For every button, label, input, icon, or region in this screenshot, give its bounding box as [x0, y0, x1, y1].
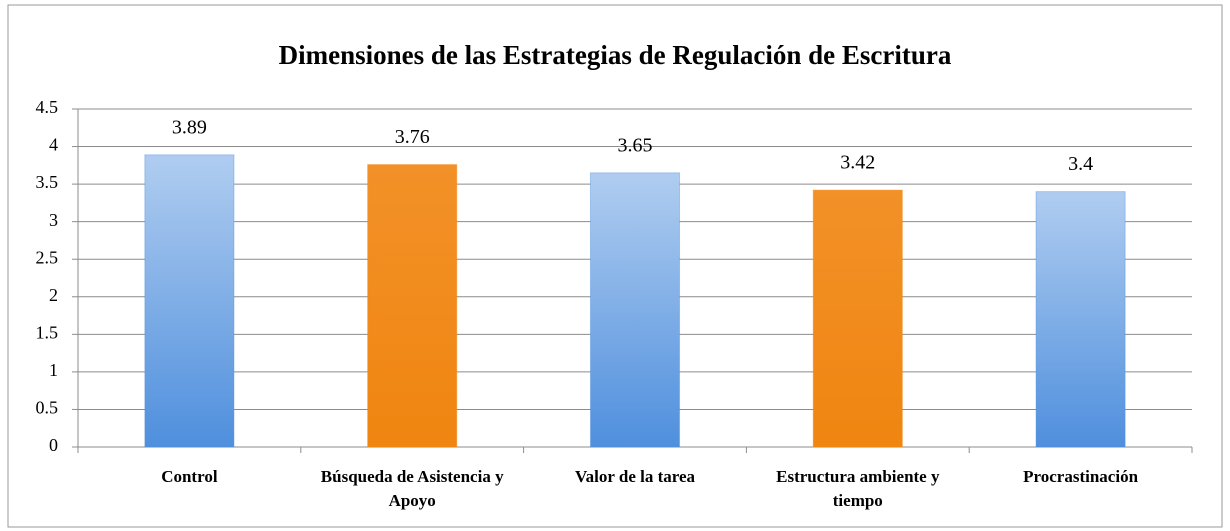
y-tick-label: 3.5: [36, 172, 59, 192]
bar: [367, 164, 458, 448]
chart-title: Dimensiones de las Estrategias de Regula…: [279, 40, 952, 70]
y-tick-label: 0.5: [36, 398, 59, 418]
value-label: 3.4: [1068, 153, 1093, 175]
y-tick-label: 4: [49, 135, 58, 155]
y-tick-label: 4.5: [36, 97, 59, 117]
y-tick-label: 1: [49, 360, 58, 380]
x-tick-label: Búsqueda de Asistencia y Apoyo: [320, 467, 504, 510]
y-tick-label: 2: [49, 285, 58, 305]
x-tick-label: Estructura ambiente y tiempo: [776, 467, 940, 510]
value-label: 3.76: [395, 126, 430, 148]
value-label: 3.89: [172, 116, 207, 138]
bar: [589, 172, 681, 448]
y-tick-label: 2.5: [36, 247, 59, 267]
bar: [1035, 191, 1126, 448]
value-label: 3.42: [840, 152, 875, 174]
value-label: 3.65: [618, 134, 653, 156]
x-tick-label: Valor de la tarea: [574, 467, 696, 486]
y-tick-label: 3: [49, 210, 58, 230]
bar: [812, 189, 903, 448]
x-tick-label: Procrastinación: [1023, 467, 1139, 486]
y-tick-label: 1.5: [36, 322, 59, 342]
x-tick-label: Control: [161, 467, 218, 486]
y-tick-label: 0: [49, 435, 58, 455]
bar: [144, 154, 235, 448]
